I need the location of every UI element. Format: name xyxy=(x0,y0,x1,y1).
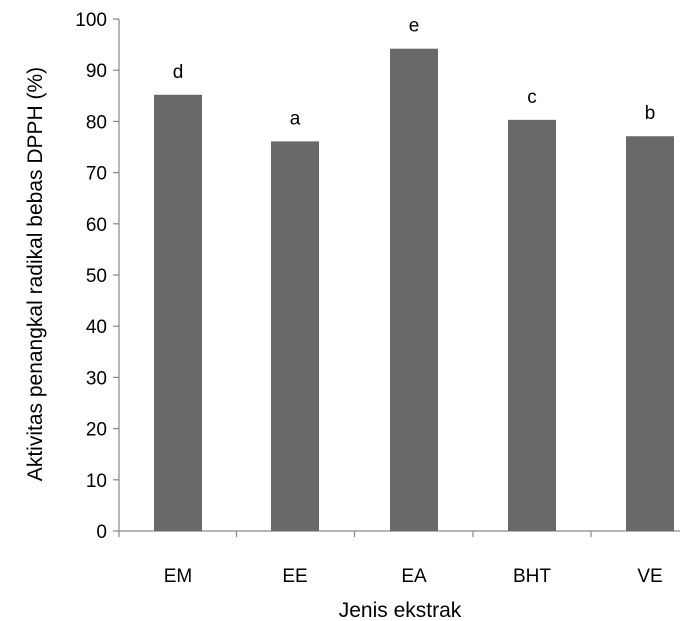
bar-annotation: d xyxy=(173,62,184,83)
x-tick-label: BHT xyxy=(513,566,551,587)
x-axis: EM EE EA BHT VE xyxy=(118,530,680,587)
bar-annotations: d a e c b xyxy=(173,16,656,130)
bar-em xyxy=(154,94,202,531)
bar-ea xyxy=(390,48,438,532)
x-tick-label: EE xyxy=(282,566,307,587)
y-axis-title: Aktivitas penangkal radikal bebas DPPH (… xyxy=(24,67,47,481)
x-tick-label: EA xyxy=(401,566,427,587)
bar-ve xyxy=(626,136,674,532)
y-tick-label: 0 xyxy=(96,522,107,543)
bars xyxy=(154,48,674,532)
bar-annotation: e xyxy=(409,16,420,37)
y-tick-label: 100 xyxy=(75,10,107,31)
y-tick-label: 20 xyxy=(86,420,107,441)
x-tick-label: VE xyxy=(637,566,662,587)
bar-annotation: a xyxy=(290,108,301,129)
y-tick-label: 10 xyxy=(86,471,107,492)
y-axis: 0 10 20 30 40 50 60 70 80 90 100 xyxy=(75,10,120,543)
y-tick-label: 60 xyxy=(86,215,107,236)
x-axis-title: Jenis ekstrak xyxy=(339,599,462,621)
y-tick-label: 70 xyxy=(86,164,107,185)
bar-annotation: c xyxy=(527,87,537,108)
bar-ee xyxy=(271,141,319,532)
y-tick-label: 50 xyxy=(86,266,107,287)
y-tick-label: 40 xyxy=(86,317,107,338)
y-tick-label: 30 xyxy=(86,368,107,389)
bar-bht xyxy=(508,119,556,531)
y-tick-label: 80 xyxy=(86,112,107,133)
y-tick-label: 90 xyxy=(86,61,107,82)
x-tick-label: EM xyxy=(164,566,193,587)
bar-annotation: b xyxy=(645,103,656,124)
